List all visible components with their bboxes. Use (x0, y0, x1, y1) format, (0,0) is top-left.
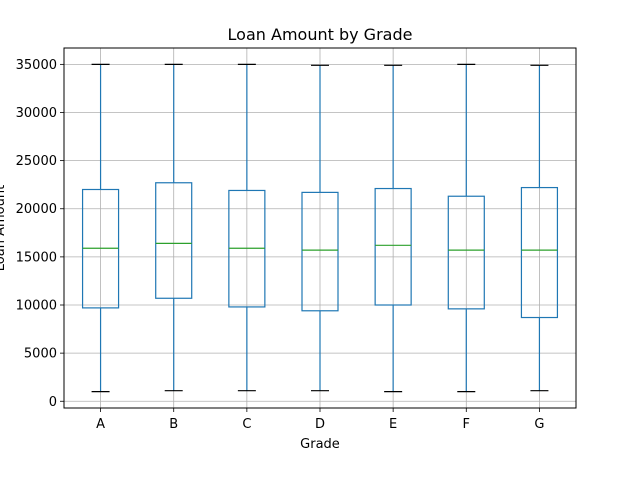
chart-title: Loan Amount by Grade (228, 25, 413, 44)
x-axis-label: Grade (300, 437, 340, 452)
box-iqr (374, 187, 412, 306)
y-tick-label: 35000 (16, 58, 57, 73)
y-tick-label: 25000 (16, 154, 57, 169)
box-iqr (447, 195, 485, 310)
y-tick-label: 30000 (16, 106, 57, 121)
box-iqr (301, 191, 339, 312)
box-A (81, 63, 120, 393)
x-tick-label: C (242, 417, 251, 432)
box-iqr (520, 186, 559, 319)
x-tick-label: F (463, 417, 470, 432)
x-tick-label: D (315, 417, 325, 432)
box-iqr (155, 182, 193, 299)
box-G (520, 64, 559, 392)
x-tick-label: E (389, 417, 397, 432)
y-tick-label: 20000 (16, 202, 57, 217)
box-F (447, 63, 485, 393)
y-tick-label: 10000 (16, 299, 57, 314)
y-axis-label: Loan Amount (0, 185, 8, 271)
x-tick-label: G (534, 417, 544, 432)
boxes-layer (81, 63, 559, 393)
box-B (155, 63, 193, 392)
box-E (374, 64, 412, 393)
box-C (228, 63, 266, 392)
y-axis: 0 5000 10000 15000 20000 25000 30000 35000 (16, 58, 64, 410)
x-tick-label: A (96, 417, 105, 432)
y-tick-label: 15000 (16, 250, 57, 265)
y-tick-label: 0 (49, 395, 57, 410)
y-tick-label: 5000 (24, 347, 57, 362)
x-tick-label: B (169, 417, 178, 432)
x-axis: A B C D E F G (96, 408, 544, 432)
box-D (301, 64, 339, 392)
